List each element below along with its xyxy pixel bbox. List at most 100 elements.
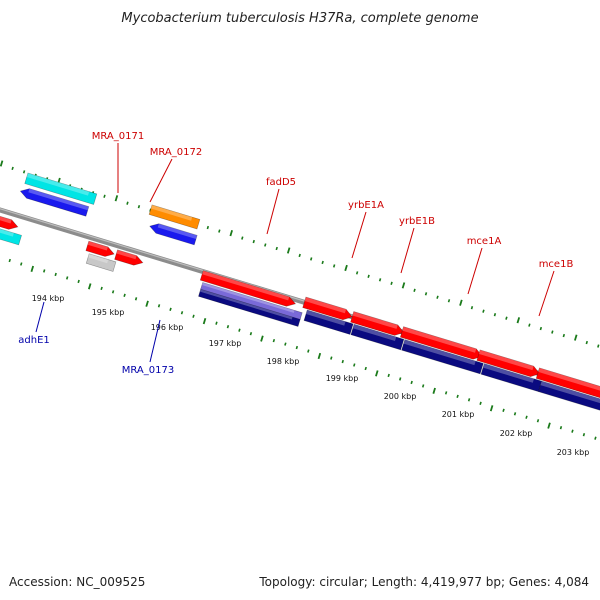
outer-tick-mark	[387, 373, 390, 378]
gene-leader-line	[149, 158, 173, 203]
outer-tick-mark	[145, 300, 149, 307]
inner-tick-mark	[424, 292, 428, 296]
gene-label: adhE1	[18, 335, 50, 346]
outer-tick-mark	[260, 335, 264, 342]
outer-tick-mark	[547, 422, 551, 429]
outer-tick-mark	[134, 297, 138, 301]
outer-tick-mark	[30, 265, 35, 273]
inner-tick-mark	[574, 334, 578, 341]
outer-tick-mark	[502, 408, 505, 412]
gene-leader-line	[266, 188, 280, 235]
outer-tick-mark	[398, 377, 402, 381]
inner-tick-mark	[309, 257, 313, 261]
tick-label: 196 kbp	[151, 323, 184, 332]
outer-tick-mark	[582, 433, 586, 437]
inner-tick-mark	[528, 323, 531, 327]
tick-label: 199 kbp	[326, 374, 359, 383]
gene-leader-line	[149, 319, 161, 363]
gene-mra-0172	[114, 249, 144, 266]
gene-leader-line	[35, 301, 45, 333]
inner-tick-mark	[252, 239, 255, 244]
outer-tick-mark	[65, 276, 69, 280]
inner-tick-mark	[149, 208, 152, 212]
gene-leader-line	[538, 270, 555, 317]
outer-tick-mark	[192, 314, 195, 318]
outer-tick-mark	[421, 384, 425, 388]
outer-tick-mark	[513, 412, 517, 416]
inner-tick-mark	[218, 229, 221, 233]
gene-fadD5	[199, 270, 297, 307]
gene-operon-navy-0	[303, 309, 354, 335]
inner-tick-mark	[470, 306, 474, 310]
outer-tick-mark	[432, 387, 436, 394]
tick-label: 197 kbp	[209, 339, 242, 348]
gene-label: MRA_0173	[122, 365, 174, 376]
inner-tick-mark	[137, 205, 141, 209]
gene-label: MRA_0172	[150, 147, 202, 158]
tick-label: 200 kbp	[384, 392, 417, 401]
gene-mra-0173	[148, 204, 201, 230]
outer-tick-mark	[444, 391, 448, 395]
inner-tick-mark	[275, 246, 278, 251]
outer-tick-mark	[479, 401, 482, 405]
gene-operon-navy-2	[401, 339, 484, 375]
gene-blue-small	[149, 223, 198, 246]
gene-adhE1	[24, 172, 98, 205]
tick-label: 198 kbp	[267, 357, 300, 366]
topology-text: Topology: circular; Length: 4,419,977 bp…	[258, 575, 589, 589]
inner-tick-mark	[378, 278, 382, 282]
accession-text: Accession: NC_009525	[9, 575, 145, 589]
gene-leader-line	[351, 211, 367, 259]
inner-tick-mark	[482, 309, 485, 313]
outer-tick-mark	[226, 325, 230, 329]
gene-operon-red-4	[535, 367, 600, 400]
inner-tick-mark	[401, 282, 406, 289]
outer-tick-mark	[410, 380, 413, 385]
inner-tick-mark	[551, 330, 554, 334]
gene-leader-line	[467, 247, 483, 295]
outer-tick-mark	[364, 366, 367, 371]
inner-tick-mark	[286, 247, 291, 254]
outer-tick-mark	[8, 258, 11, 263]
inner-tick-mark	[413, 288, 416, 292]
outer-tick-mark	[317, 352, 322, 360]
inner-tick-mark	[241, 236, 244, 240]
gene-label: MRA_0171	[92, 131, 144, 142]
gene-label: mce1B	[539, 259, 574, 270]
inner-tick-mark	[367, 274, 370, 279]
inner-tick-mark	[22, 170, 26, 174]
outer-tick-mark	[330, 356, 333, 360]
inner-tick-mark	[390, 281, 393, 285]
gene-labels: MRA_0171 MRA_0172 fadD5 yrbE1A yrbE1B mce1A mc…	[18, 131, 573, 376]
inner-tick-mark	[11, 166, 14, 171]
tick-label: 201 kbp	[442, 410, 475, 419]
outer-tick-mark	[238, 328, 241, 332]
outer-tick-mark	[249, 331, 253, 336]
tick-labels: 194 kbp 195 kbp 196 kbp 197 kbp 198 kbp 199 k…	[32, 294, 590, 457]
inner-tick-mark	[355, 271, 359, 275]
inner-tick-mark	[597, 344, 600, 348]
inner-tick-mark	[459, 299, 463, 306]
outer-tick-mark	[169, 307, 172, 311]
outer-tick-mark	[157, 304, 161, 308]
tick-label: 203 kbp	[557, 448, 590, 457]
inner-tick-mark	[114, 195, 119, 202]
outer-tick-mark	[341, 359, 344, 364]
inner-tick-mark	[436, 295, 439, 299]
gene-label: yrbE1B	[399, 216, 435, 227]
outer-tick-mark	[536, 419, 540, 423]
tick-label: 194 kbp	[32, 294, 65, 303]
inner-tick-mark	[562, 333, 566, 338]
gene-label: mce1A	[467, 236, 502, 247]
outer-tick-mark	[295, 345, 299, 350]
inner-tick-mark	[447, 299, 451, 303]
outer-tick-mark	[307, 349, 310, 353]
outer-tick-mark	[180, 311, 184, 315]
inner-tick-mark	[493, 313, 497, 317]
outer-tick-mark	[77, 279, 80, 284]
inner-tick-mark	[229, 229, 233, 237]
gene-adhE1-arrow	[19, 188, 90, 217]
outer-tick-mark	[353, 363, 356, 367]
inner-tick-mark	[332, 264, 336, 268]
